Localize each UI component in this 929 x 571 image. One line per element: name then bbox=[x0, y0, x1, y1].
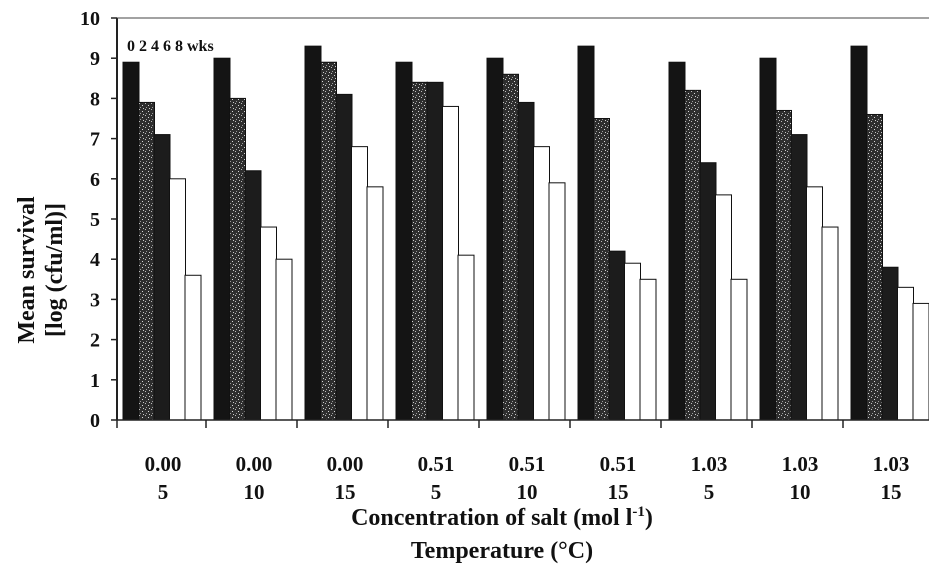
bar-4wk-group-8 bbox=[790, 134, 808, 421]
bar-2wk-group-1 bbox=[138, 101, 155, 421]
x-category-temp-label: 5 bbox=[704, 480, 715, 504]
x-category-temp-label: 5 bbox=[431, 480, 442, 504]
x-category-salt-label: 0.00 bbox=[327, 452, 364, 476]
bar-2wk-group-5 bbox=[502, 73, 519, 421]
y-tick-label: 0 bbox=[90, 410, 100, 432]
x-category-salt-label: 1.03 bbox=[782, 452, 819, 476]
bar-4wk-group-4 bbox=[426, 81, 444, 421]
bar-0wk-group-9 bbox=[850, 45, 868, 421]
x-axis-title-superscript: -1 bbox=[632, 504, 645, 520]
x-category-labels: 0.00 5 0.00 10 0.00 15 0.51 5 0.51 10 0.51 15 1.03 5 1… bbox=[145, 452, 910, 504]
bar-8wk-group-7 bbox=[730, 278, 748, 421]
bar-2wk-group-8 bbox=[775, 109, 792, 421]
bar-6wk-group-7 bbox=[715, 194, 732, 421]
bar-2wk-group-7 bbox=[684, 89, 701, 421]
x-category-temp-label: 5 bbox=[158, 480, 169, 504]
bar-8wk-group-4 bbox=[457, 254, 475, 421]
bar-4wk-group-1 bbox=[153, 134, 171, 421]
x-axis-title-line2: Temperature (°C) bbox=[411, 538, 593, 564]
bar-0wk-group-3 bbox=[304, 45, 322, 421]
x-category-temp-label: 10 bbox=[517, 480, 538, 504]
legend-label: 0 2 4 6 8 wks bbox=[127, 38, 214, 55]
bar-0wk-group-7 bbox=[668, 61, 686, 421]
bar-4wk-group-6 bbox=[608, 250, 626, 421]
x-category-salt-label: 0.00 bbox=[145, 452, 182, 476]
y-tick-label: 8 bbox=[90, 88, 100, 110]
bar-0wk-group-2 bbox=[213, 57, 231, 421]
bar-8wk-group-1 bbox=[184, 274, 202, 421]
x-category-temp-label: 15 bbox=[608, 480, 629, 504]
bar-6wk-group-6 bbox=[624, 262, 641, 421]
y-tick-label: 6 bbox=[90, 169, 100, 191]
bar-8wk-group-5 bbox=[548, 182, 566, 421]
bar-8wk-group-9 bbox=[912, 302, 929, 421]
x-category-salt-label: 1.03 bbox=[691, 452, 728, 476]
y-axis-title: Mean survival [log (cfu/ml)] bbox=[14, 196, 68, 344]
bar-8wk-group-6 bbox=[639, 278, 657, 421]
bar-8wk-group-3 bbox=[366, 186, 384, 421]
x-category-temp-label: 15 bbox=[881, 480, 902, 504]
y-tick-label: 2 bbox=[90, 330, 100, 352]
bar-6wk-group-3 bbox=[351, 146, 368, 421]
bar-0wk-group-8 bbox=[759, 57, 777, 421]
bar-0wk-group-4 bbox=[395, 61, 413, 421]
bar-0wk-group-6 bbox=[577, 45, 595, 421]
y-tick-label: 7 bbox=[90, 129, 100, 151]
x-category-salt-label: 0.51 bbox=[600, 452, 637, 476]
y-tick-labels: 0 1 2 3 4 5 6 7 8 9 10 bbox=[80, 8, 100, 432]
bar-2wk-group-9 bbox=[866, 113, 883, 421]
bar-8wk-group-2 bbox=[275, 258, 293, 421]
bar-4wk-group-7 bbox=[699, 162, 717, 421]
bar-4wk-group-9 bbox=[881, 266, 899, 421]
y-tick-label: 1 bbox=[90, 370, 100, 392]
x-category-temp-label: 10 bbox=[790, 480, 811, 504]
bar-2wk-group-6 bbox=[593, 118, 610, 421]
bar-8wk-group-8 bbox=[821, 226, 839, 421]
bar-6wk-group-8 bbox=[806, 186, 823, 421]
y-axis-title-line2: [log (cfu/ml)] bbox=[42, 203, 68, 337]
x-category-temp-label: 15 bbox=[335, 480, 356, 504]
bar-2wk-group-3 bbox=[320, 61, 337, 421]
x-axis-title-line1: Concentration of salt (mol l-1) bbox=[351, 504, 653, 531]
x-category-salt-label: 0.51 bbox=[509, 452, 546, 476]
axes-group bbox=[111, 17, 929, 428]
x-category-salt-label: 0.51 bbox=[418, 452, 455, 476]
bar-6wk-group-9 bbox=[897, 286, 914, 421]
bar-2wk-group-4 bbox=[411, 81, 428, 421]
y-tick-label: 3 bbox=[90, 289, 100, 311]
bar-4wk-group-5 bbox=[517, 101, 535, 421]
y-axis-title-line1: Mean survival bbox=[14, 196, 40, 344]
bar-6wk-group-2 bbox=[260, 226, 277, 421]
bar-0wk-group-5 bbox=[486, 57, 504, 421]
y-tick-label: 4 bbox=[90, 249, 100, 271]
bar-6wk-group-1 bbox=[169, 178, 186, 421]
x-category-salt-label: 1.03 bbox=[873, 452, 910, 476]
x-category-temp-label: 10 bbox=[244, 480, 265, 504]
bar-6wk-group-4 bbox=[442, 105, 459, 421]
bar-6wk-group-5 bbox=[533, 146, 550, 421]
bar-0wk-group-1 bbox=[122, 61, 140, 421]
y-tick-label: 9 bbox=[90, 48, 100, 70]
bars-group bbox=[122, 45, 929, 421]
y-tick-label: 5 bbox=[90, 209, 100, 231]
bar-4wk-group-3 bbox=[335, 93, 353, 421]
bar-2wk-group-2 bbox=[229, 97, 246, 421]
bar-4wk-group-2 bbox=[244, 170, 262, 421]
y-tick-label: 10 bbox=[80, 8, 100, 30]
x-category-salt-label: 0.00 bbox=[236, 452, 273, 476]
